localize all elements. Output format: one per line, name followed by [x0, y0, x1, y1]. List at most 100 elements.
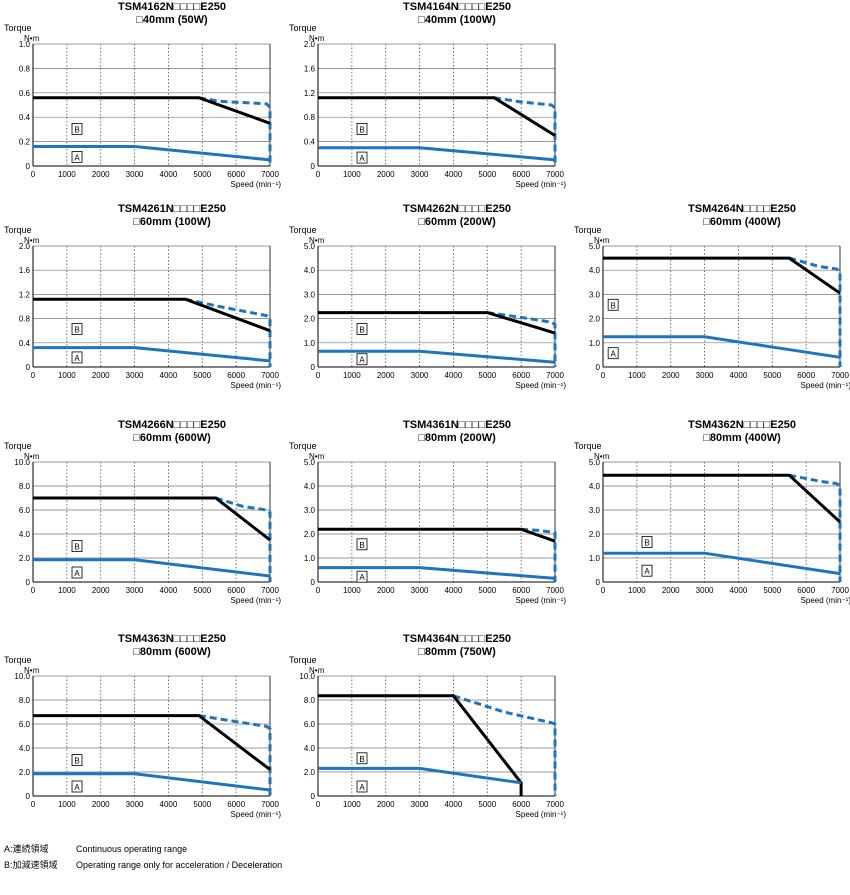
- y-axis-label: Torque: [289, 655, 317, 665]
- x-tick-label: 1000: [58, 586, 76, 595]
- x-tick-label: 4000: [730, 586, 748, 595]
- y-tick-label: 0.8: [19, 315, 31, 324]
- x-axis-label: Speed (min⁻¹): [231, 381, 282, 390]
- region-label-b: B: [610, 301, 615, 310]
- y-tick-label: 4.0: [304, 744, 316, 753]
- y-axis-unit: N•m: [309, 666, 325, 675]
- x-tick-label: 4000: [730, 371, 748, 380]
- region-label-a-box: [356, 353, 368, 366]
- x-tick-label: 1000: [628, 586, 646, 595]
- y-tick-label: 2.0: [589, 530, 601, 539]
- region-label-a-box: [641, 564, 653, 577]
- y-axis-label: Torque: [289, 441, 317, 451]
- x-tick-label: 5000: [478, 371, 496, 380]
- x-tick-label: 0: [31, 170, 36, 179]
- y-axis-unit: N•m: [594, 452, 610, 461]
- region-label-b-box: [71, 123, 83, 135]
- y-tick-label: 1.0: [19, 40, 31, 49]
- x-axis-label: Speed (min⁻¹): [516, 596, 567, 605]
- x-tick-label: 2000: [92, 371, 110, 380]
- region-label-b: B: [359, 541, 364, 550]
- region-label-b: B: [644, 538, 649, 547]
- x-tick-label: 3000: [126, 371, 144, 380]
- x-tick-label: 6000: [797, 586, 815, 595]
- x-tick-label: 7000: [261, 371, 279, 380]
- x-axis-label: Speed (min⁻¹): [231, 810, 282, 819]
- y-tick-label: 0: [596, 363, 601, 372]
- y-axis-unit: N•m: [24, 236, 40, 245]
- chart-title: TSM4364N□□□□E250: [403, 633, 511, 645]
- region-label-b-box: [356, 323, 368, 335]
- y-axis-label: Torque: [4, 655, 32, 665]
- y-tick-label: 0.8: [19, 64, 31, 73]
- x-tick-label: 1000: [343, 170, 361, 179]
- y-tick-label: 1.6: [19, 266, 31, 275]
- x-tick-label: 1000: [58, 371, 76, 380]
- region-label-a-box: [71, 780, 83, 793]
- y-tick-label: 5.0: [304, 242, 316, 251]
- y-axis-label: Torque: [4, 23, 32, 33]
- series-line-dashed-blue: [452, 694, 557, 796]
- y-tick-label: 6.0: [19, 506, 31, 515]
- series-line-solid-black: [33, 96, 271, 125]
- y-axis-unit: N•m: [309, 236, 325, 245]
- x-tick-label: 2000: [662, 586, 680, 595]
- chart-title: TSM4264N□□□□E250: [688, 203, 796, 215]
- y-tick-label: 0.2: [19, 138, 31, 147]
- x-tick-label: 0: [601, 586, 606, 595]
- x-tick-label: 1000: [58, 170, 76, 179]
- series-line-solid-blue: [33, 346, 271, 363]
- x-tick-label: 4000: [445, 800, 463, 809]
- y-tick-label: 0: [596, 578, 601, 587]
- y-tick-label: 0: [311, 792, 316, 801]
- legend-desc-b: Operating range only for acceleration / …: [76, 860, 283, 870]
- y-tick-label: 4.0: [304, 266, 316, 275]
- y-axis-label: Torque: [574, 441, 602, 451]
- y-tick-label: 0.4: [19, 339, 31, 348]
- chart-subtitle: □40mm (100W): [418, 14, 496, 26]
- region-label-a-box: [356, 570, 368, 583]
- region-label-a: A: [359, 573, 365, 582]
- series-line-solid-black: [318, 694, 523, 796]
- region-label-a-box: [356, 780, 368, 793]
- chart-subtitle: □60mm (400W): [703, 216, 781, 228]
- region-label-a: A: [359, 783, 365, 792]
- x-tick-label: 3000: [696, 586, 714, 595]
- series-line-solid-black: [318, 311, 556, 335]
- series-line-dashed-blue: [198, 96, 272, 166]
- x-tick-label: 4000: [160, 170, 178, 179]
- y-tick-label: 0: [26, 578, 31, 587]
- x-tick-label: 6000: [797, 371, 815, 380]
- x-tick-label: 3000: [126, 170, 144, 179]
- chart-title: TSM4362N□□□□E250: [688, 419, 796, 431]
- x-tick-label: 4000: [445, 586, 463, 595]
- y-axis-label: Torque: [289, 23, 317, 33]
- region-label-b-box: [356, 123, 368, 135]
- region-label-a-box: [356, 151, 368, 164]
- region-label-b: B: [74, 543, 79, 552]
- x-axis-label: Speed (min⁻¹): [801, 596, 850, 605]
- x-tick-label: 0: [316, 170, 321, 179]
- region-label-b: B: [74, 757, 79, 766]
- y-tick-label: 2.0: [304, 40, 316, 49]
- series-line-solid-black: [33, 297, 271, 333]
- x-tick-label: 0: [31, 371, 36, 380]
- region-label-b: B: [359, 755, 364, 764]
- chart-title: TSM4266N□□□□E250: [118, 419, 226, 431]
- x-tick-label: 0: [31, 586, 36, 595]
- y-tick-label: 1.0: [589, 339, 601, 348]
- y-tick-label: 5.0: [304, 458, 316, 467]
- legend-row-b: B:加減速領域 Operating range only for acceler…: [0, 857, 850, 873]
- legend-desc-a: Continuous operating range: [76, 844, 188, 854]
- x-tick-label: 2000: [377, 800, 395, 809]
- chart-title: TSM4262N□□□□E250: [403, 203, 511, 215]
- y-tick-label: 0: [26, 162, 31, 171]
- x-tick-label: 5000: [763, 586, 781, 595]
- x-tick-label: 4000: [160, 371, 178, 380]
- x-tick-label: 1000: [628, 371, 646, 380]
- x-tick-label: 3000: [126, 586, 144, 595]
- y-tick-label: 4.0: [589, 266, 601, 275]
- region-label-a: A: [644, 567, 650, 576]
